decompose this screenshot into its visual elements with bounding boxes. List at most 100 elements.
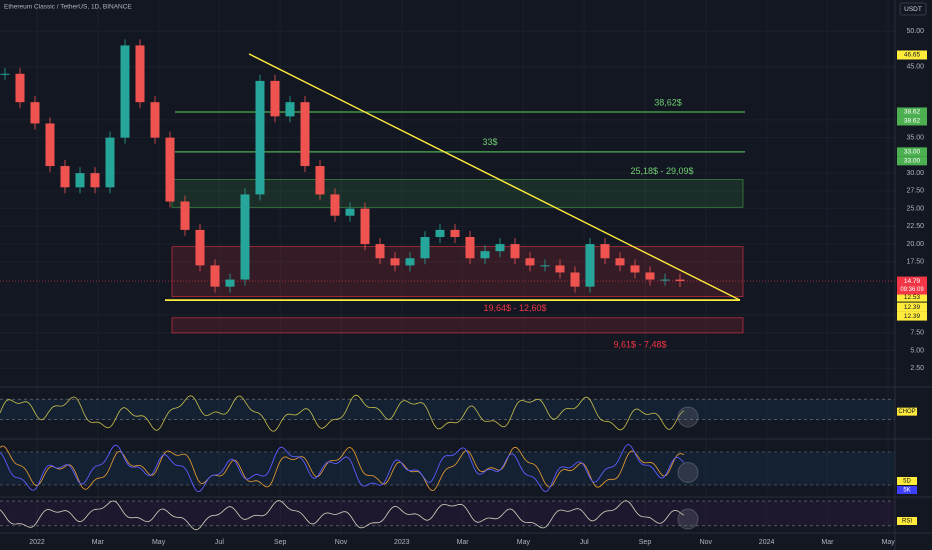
time-label: 2023 [394,539,410,546]
indicator-badge [897,407,917,416]
currency-label[interactable]: USDT [904,6,922,13]
candle [645,272,655,280]
y-tick-label: 50.00 [906,28,924,35]
zone [171,179,744,208]
candle [390,258,400,266]
axis-labels: 2022 Mar May Jul Sep Nov 2023 Mar May Jul Sep Nov 20… [29,28,927,546]
price-badge [897,292,927,302]
time-label: May [152,539,166,546]
candle [405,258,415,266]
price-axis [895,0,932,550]
candle [195,229,205,266]
price-badge-label: 38.62 [904,118,921,125]
y-tick-label: 17.50 [906,259,924,266]
indicator-panes: 60.0040.0080.000.0040.00 [0,394,924,531]
time-label: May [882,539,896,546]
candle [180,201,190,230]
candle [435,229,445,237]
indicator-line [0,445,685,492]
trendline [248,53,741,301]
time-label: Mar [821,539,834,546]
candle [345,208,355,216]
indicator-marker [677,508,699,530]
time-label: Mar [92,539,105,546]
price-badge-label: 12.39 [904,304,921,311]
candle [525,258,535,266]
price-badge [897,302,927,312]
candle [120,45,130,138]
time-label: Sep [274,539,287,546]
candle [495,244,505,252]
indicator-line [0,444,685,493]
candle [360,208,370,245]
indicator-line [0,500,685,531]
price-badge-label: 12.53 [904,294,921,301]
indicator-badge-label: 5K [903,488,910,494]
y-tick-label: 30.00 [906,170,924,177]
candle [555,265,565,273]
price-badge-label: 33.00 [904,158,921,165]
candle [285,102,295,117]
zone-label: 25,18$ - 29,09$ [630,166,693,176]
time-label: Jul [215,539,224,546]
price-badge [897,50,927,60]
time-label: 2024 [759,539,775,546]
candle [630,265,640,273]
time-label: Nov [335,539,348,546]
price-badge [897,311,927,321]
time-label: Nov [700,539,713,546]
y-tick-label: 22.50 [906,223,924,230]
indicator-badge-label: CHOP [898,409,915,415]
candle [210,265,220,287]
candle [45,123,55,167]
candle [600,244,610,259]
candle [30,102,40,124]
candle [615,258,625,266]
time-label: May [517,539,531,546]
candle [90,173,100,188]
y-tick-label: 25.00 [906,205,924,212]
candle [510,244,520,259]
candle [585,244,595,287]
level-label: 33$ [482,137,497,147]
indicator-marker [677,462,699,483]
price-badge [897,156,927,166]
y-tick-label: 45.00 [906,64,924,71]
price-badge-label: 38.62 [904,109,921,116]
level-label: 38,62$ [654,97,682,107]
y-tick-label: 7.50 [910,330,924,337]
candle [75,173,85,188]
price-badge-label: 46.65 [904,52,921,59]
price-badge-label: 12.39 [904,313,921,320]
currency-button[interactable] [899,2,927,16]
candle [0,73,10,75]
time-label: Jul [580,539,589,546]
indicator-badge-label: RSI [902,519,912,525]
zone-label: 9,61$ - 7,48$ [613,339,666,349]
last-price-badge [897,276,927,295]
indicator-marker [677,406,699,428]
candle [270,80,280,117]
indicator-badge [897,517,917,525]
countdown: 09:36:09 [900,287,924,293]
grid [0,0,895,533]
symbol-title: Ethereum Classic / TetherUS, 1D, BINANCE [4,4,132,11]
indicator-badge-label: 5D [903,479,911,485]
candle [540,265,550,267]
candle [135,45,145,103]
candle [255,80,265,195]
candle [105,137,115,188]
price-badge [897,147,927,157]
candle [450,229,460,237]
candle [150,102,160,138]
candle [165,137,175,202]
indicator-line [0,394,685,432]
zone-label: 19,64$ - 12,60$ [483,303,546,313]
y-tick-label: 27.50 [906,188,924,195]
candle [315,166,325,195]
candle [465,236,475,259]
y-tick-label: 2.50 [910,365,924,372]
